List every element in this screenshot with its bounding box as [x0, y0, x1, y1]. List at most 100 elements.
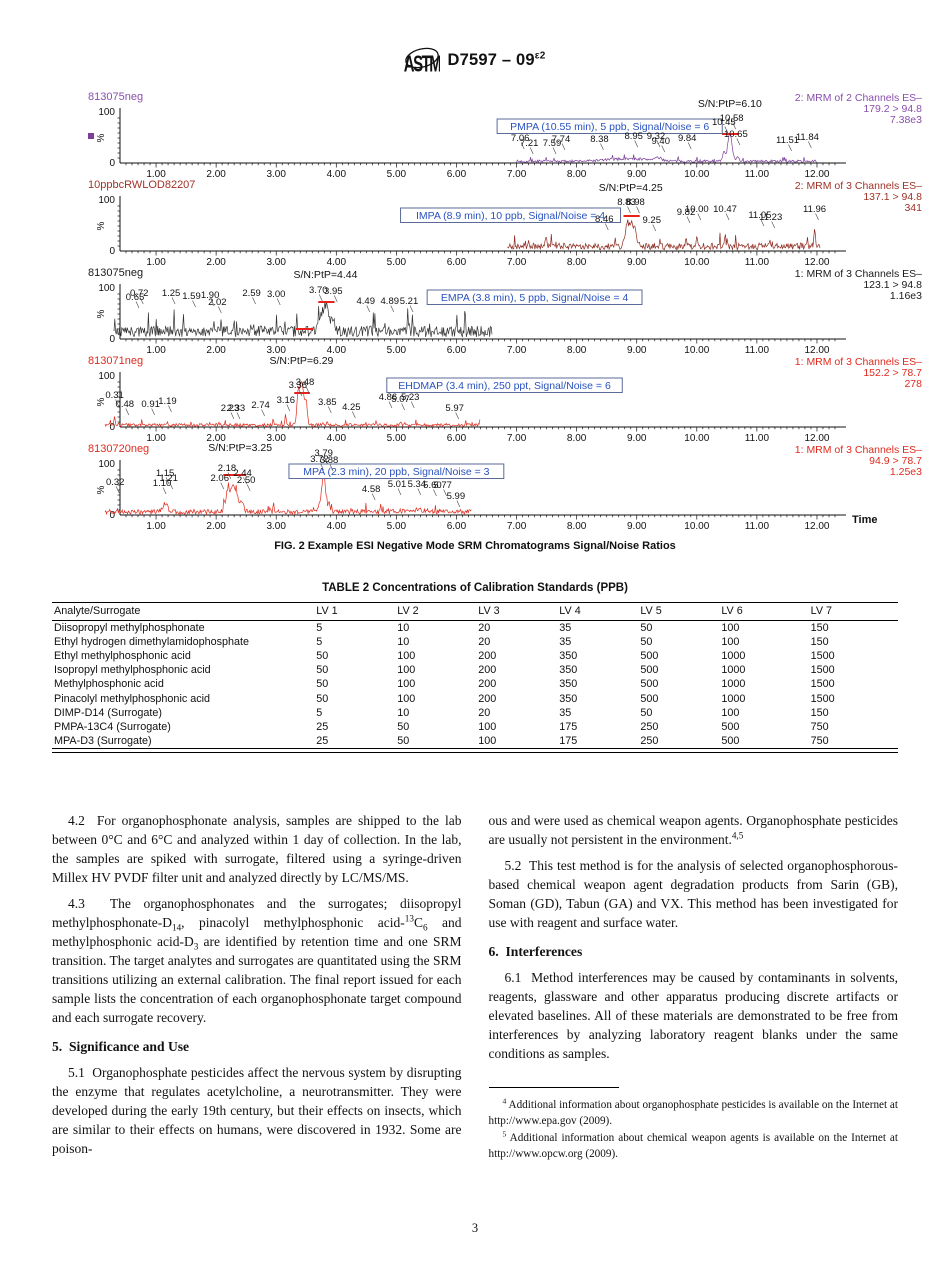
- svg-text:0.65: 0.65: [126, 292, 145, 303]
- trace-line: [516, 133, 817, 164]
- svg-text:8.83: 8.83: [617, 197, 636, 208]
- table-cell: Ethyl hydrogen dimethylamidophosphate: [54, 635, 250, 648]
- paragraph: 5.1 Organophosphate pesticides affect th…: [52, 1065, 462, 1157]
- table-cell: 250: [640, 720, 659, 733]
- table-cell: 1000: [721, 692, 746, 705]
- svg-text:137.1 > 94.8: 137.1 > 94.8: [863, 191, 922, 203]
- table-cell: 150: [810, 706, 829, 719]
- svg-text:2: MRM of 3 Channels ES–: 2: MRM of 3 Channels ES–: [795, 180, 922, 192]
- svg-text:10.47: 10.47: [713, 204, 737, 215]
- paragraph: 4.2 For organophosphonate analysis, samp…: [52, 812, 462, 885]
- doc-code: D7597 – 09: [447, 51, 535, 69]
- svg-text:5.97: 5.97: [445, 403, 464, 414]
- svg-text:3.85: 3.85: [318, 397, 337, 408]
- svg-text:3.00: 3.00: [266, 521, 286, 531]
- svg-text:5.00: 5.00: [387, 345, 407, 355]
- svg-text:341: 341: [904, 202, 922, 214]
- table-row: Isopropyl methylphosphonic acid 50 100 200 3…: [52, 663, 898, 677]
- table-cell: 100: [478, 735, 497, 748]
- table-cell: 1000: [721, 664, 746, 677]
- svg-text:S/N:PtP=4.44: S/N:PtP=4.44: [294, 269, 358, 281]
- footnote: 4 Additional information about organopho…: [488, 1096, 899, 1128]
- svg-text:1.25: 1.25: [162, 288, 181, 299]
- table-cell: MPA-D3 (Surrogate): [54, 735, 152, 748]
- svg-text:0: 0: [109, 158, 115, 169]
- svg-text:5.00: 5.00: [387, 169, 407, 179]
- table-cell: Pinacolyl methylphosphonic acid: [54, 692, 211, 705]
- svg-text:5.34: 5.34: [408, 479, 427, 490]
- legend-square: [88, 133, 94, 139]
- table-cell: 50: [397, 720, 410, 733]
- svg-text:1.10: 1.10: [153, 478, 172, 489]
- svg-text:1.59: 1.59: [182, 291, 201, 302]
- column-header: LV 3: [476, 602, 558, 621]
- svg-text:0.48: 0.48: [116, 399, 135, 410]
- table-row: DIMP-D14 (Surrogate) 5 10 20 35 50 100 150: [52, 706, 898, 720]
- trace-line: [507, 219, 821, 252]
- svg-text:0: 0: [109, 334, 115, 345]
- table-cell: 200: [478, 678, 497, 691]
- svg-text:11.23: 11.23: [759, 212, 782, 223]
- svg-text:100: 100: [98, 371, 115, 382]
- svg-text:4.00: 4.00: [327, 433, 347, 443]
- svg-text:12.00: 12.00: [804, 345, 829, 355]
- trace-line: [113, 301, 493, 338]
- table-cell: 5: [316, 635, 323, 648]
- column-header: LV 5: [638, 602, 720, 621]
- svg-text:8.95: 8.95: [624, 131, 643, 142]
- table-cell: Ethyl methylphosphonic acid: [54, 649, 191, 662]
- chromatogram-svg: 8130720neg 1: MRM of 3 Channels ES–94.9 >…: [88, 443, 922, 531]
- table-cell: 100: [397, 664, 416, 677]
- document-header: ASTM D7597 – 09ε2: [0, 0, 950, 79]
- table-cell: 1500: [810, 678, 835, 691]
- paragraph: 4.3 The organophosphonates and the surro…: [52, 895, 462, 1025]
- svg-text:7.00: 7.00: [507, 433, 527, 443]
- svg-text:1.25e3: 1.25e3: [890, 466, 922, 478]
- svg-text:2.33: 2.33: [227, 403, 246, 414]
- table-cell: 100: [397, 692, 416, 705]
- svg-text:2.00: 2.00: [206, 169, 226, 179]
- svg-text:S/N:PtP=6.29: S/N:PtP=6.29: [269, 355, 333, 367]
- svg-text:5.00: 5.00: [387, 433, 407, 443]
- svg-text:8.00: 8.00: [567, 345, 587, 355]
- table-row: Diisopropyl methylphosphonate 5 10 20 35 50 10…: [52, 620, 898, 635]
- svg-text:0: 0: [109, 510, 115, 521]
- svg-text:94.9 > 78.7: 94.9 > 78.7: [869, 455, 922, 467]
- svg-text:2.00: 2.00: [206, 433, 226, 443]
- svg-text:11.05: 11.05: [748, 210, 771, 221]
- svg-text:8130720neg: 8130720neg: [88, 443, 149, 455]
- chromatogram-panel: 813075neg 1: MRM of 3 Channels ES– 123.1 >…: [86, 267, 926, 355]
- svg-text:1.00: 1.00: [146, 345, 166, 355]
- svg-text:S/N:PtP=6.10: S/N:PtP=6.10: [698, 98, 762, 110]
- table-cell: 25: [316, 720, 329, 733]
- table-row: Methylphosphonic acid 50 100 200 350 500 1000 1…: [52, 677, 898, 691]
- svg-text:3.00: 3.00: [267, 289, 286, 300]
- svg-text:2: MRM of 2 Channels ES–: 2: MRM of 2 Channels ES–: [795, 92, 922, 104]
- svg-text:2.18: 2.18: [218, 463, 237, 474]
- table-cell: 500: [640, 649, 659, 662]
- left-column: 4.2 For organophosphonate analysis, samp…: [52, 811, 462, 1166]
- paragraph: ous and were used as chemical weapon age…: [488, 812, 899, 847]
- table-cell: 350: [559, 678, 578, 691]
- svg-text:5.21: 5.21: [400, 296, 419, 307]
- svg-text:7.59: 7.59: [543, 138, 562, 149]
- svg-text:0.31: 0.31: [105, 390, 124, 401]
- svg-text:1.00: 1.00: [146, 521, 166, 531]
- table-cell: 35: [559, 706, 572, 719]
- svg-text:9.32: 9.32: [647, 131, 666, 142]
- table-cell: 350: [559, 664, 578, 677]
- svg-text:%: %: [96, 309, 107, 318]
- svg-text:3.00: 3.00: [266, 169, 286, 179]
- svg-text:1: MRM of 3 Channels ES–: 1: MRM of 3 Channels ES–: [795, 356, 922, 368]
- right-column: ous and were used as chemical weapon age…: [488, 811, 899, 1166]
- table-cell: 1500: [810, 692, 835, 705]
- chromatogram-panel: 813075neg 2: MRM of 2 Channels ES– 179.2 >…: [86, 91, 926, 179]
- svg-text:9.00: 9.00: [627, 521, 647, 531]
- svg-text:%: %: [96, 221, 107, 230]
- svg-text:11.00: 11.00: [745, 345, 770, 355]
- table-cell: 50: [316, 692, 329, 705]
- svg-text:8.00: 8.00: [567, 169, 587, 179]
- section-heading: 6. Interferences: [488, 943, 583, 959]
- table-cell: 150: [810, 635, 829, 648]
